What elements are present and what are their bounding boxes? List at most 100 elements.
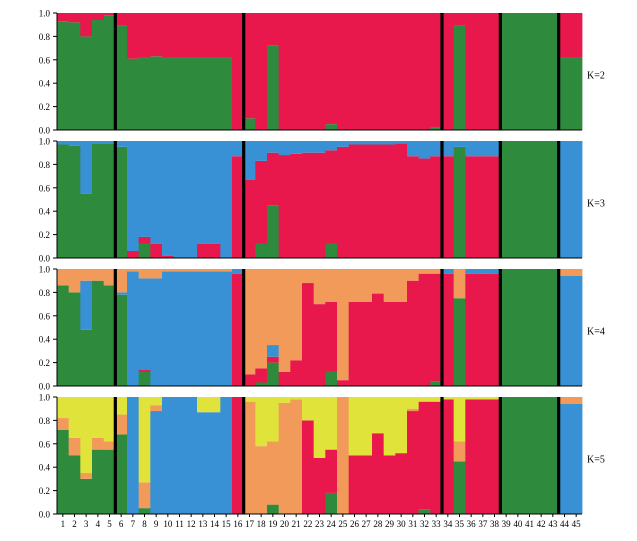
bar-K5-18-yellow — [255, 397, 268, 447]
x-tick-label: 36 — [467, 519, 477, 529]
bar-K3-27-red — [360, 144, 373, 258]
x-tick-label: 34 — [443, 519, 453, 529]
panel-label: K=2 — [587, 71, 605, 82]
bar-K2-8-red — [138, 13, 151, 58]
bar-K3-31-red — [407, 156, 420, 258]
bar-K2-10-green — [162, 57, 175, 130]
y-tick-label: 0.4 — [39, 79, 51, 89]
bar-K5-35-orange — [453, 441, 466, 462]
bar-K3-29-blue — [383, 141, 396, 145]
bar-K4-16-red — [232, 273, 245, 386]
x-tick-label: 37 — [478, 519, 488, 529]
bar-K2-19-red — [267, 13, 280, 46]
bar-K4-19-green — [267, 362, 280, 386]
bar-K2-34-red — [442, 13, 455, 130]
bar-K3-1-green — [57, 144, 70, 258]
bar-K3-35-green — [453, 146, 466, 258]
bar-K4-31-red — [407, 280, 420, 386]
x-tick-label: 4 — [96, 519, 101, 529]
group-separator — [498, 141, 502, 258]
bar-K4-6-green — [115, 294, 128, 386]
bar-K4-24-orange — [325, 269, 338, 302]
group-separator — [242, 397, 246, 514]
y-tick-label: 0.6 — [39, 183, 51, 193]
bar-K4-20-red — [278, 371, 291, 386]
bar-K5-8-orange — [138, 482, 151, 509]
bar-K2-15-red — [220, 13, 233, 58]
bar-K3-2-green — [68, 145, 81, 258]
bar-K4-27-red — [360, 301, 373, 386]
bar-K4-10-blue — [162, 271, 175, 386]
bar-K3-18-green — [255, 243, 268, 258]
bar-K5-42-green — [535, 397, 548, 514]
bar-K4-27-orange — [360, 269, 373, 302]
bar-K3-17-red — [243, 179, 256, 258]
bar-K2-33-red — [430, 13, 443, 128]
bar-K2-8-green — [138, 57, 151, 130]
bar-K4-7-blue — [127, 271, 140, 386]
bar-K2-35-green — [453, 25, 466, 130]
bar-K3-22-blue — [302, 141, 315, 153]
bar-K5-38-yellow — [488, 397, 501, 400]
bar-K3-29-red — [383, 144, 396, 258]
bar-K4-8-orange — [138, 269, 151, 279]
bar-K3-24-red — [325, 150, 338, 244]
bar-K5-27-yellow — [360, 397, 373, 456]
bar-K2-31-red — [407, 13, 420, 130]
group-separator — [557, 141, 561, 258]
bar-K5-36-red — [465, 399, 478, 514]
bar-K4-18-orange — [255, 269, 268, 369]
bar-K4-28-red — [372, 293, 385, 386]
bar-K4-33-red — [430, 273, 443, 382]
bar-K3-23-red — [313, 152, 326, 258]
bar-K5-5-orange — [103, 441, 116, 450]
bar-K2-26-red — [348, 13, 361, 130]
bar-K2-12-green — [185, 57, 198, 130]
bar-K4-17-orange — [243, 269, 256, 375]
bar-K3-3-blue — [80, 141, 93, 194]
bar-K2-3-green — [80, 36, 93, 130]
bar-K4-12-orange — [185, 269, 198, 272]
bar-K2-41-green — [523, 13, 536, 130]
bar-K2-11-red — [173, 13, 186, 58]
bar-K4-32-orange — [418, 269, 431, 274]
bar-K4-15-orange — [220, 269, 233, 272]
x-tick-label: 31 — [408, 519, 417, 529]
bar-K4-1-orange — [57, 269, 70, 286]
y-tick-label: 0.2 — [39, 486, 50, 496]
bar-K3-36-red — [465, 156, 478, 258]
bar-K5-6-orange — [115, 414, 128, 435]
bar-K2-13-green — [197, 57, 210, 130]
bar-K3-34-red — [442, 156, 455, 258]
group-separator — [242, 269, 246, 386]
bar-K3-44-blue — [558, 141, 571, 258]
bar-K3-34-blue — [442, 141, 455, 157]
bar-K2-42-green — [535, 13, 548, 130]
bar-K3-19-red — [267, 152, 280, 206]
bar-K5-18-orange — [255, 446, 268, 514]
bar-K2-14-green — [208, 57, 221, 130]
bar-K3-27-blue — [360, 141, 373, 145]
bar-K5-25-orange — [337, 397, 350, 514]
x-tick-label: 7 — [131, 519, 136, 529]
x-tick-label: 44 — [560, 519, 570, 529]
bar-K4-39-green — [500, 269, 513, 386]
bar-K5-9-yellow — [150, 397, 163, 406]
bar-K3-5-blue — [103, 141, 116, 144]
bar-K5-33-yellow — [430, 397, 443, 402]
group-separator — [113, 13, 117, 130]
bar-K3-37-red — [477, 156, 490, 258]
bar-K4-29-orange — [383, 269, 396, 302]
group-separator — [498, 269, 502, 386]
bar-K4-10-orange — [162, 269, 175, 272]
x-tick-label: 29 — [385, 519, 395, 529]
bar-K3-35-blue — [453, 141, 466, 147]
bar-K4-37-blue — [477, 269, 490, 274]
bar-K3-41-green — [523, 141, 536, 258]
x-tick-label: 19 — [268, 519, 278, 529]
bar-K3-8-green — [138, 243, 151, 258]
bar-K3-24-green — [325, 243, 338, 258]
bar-K2-37-red — [477, 13, 490, 130]
bar-K4-7-orange — [127, 269, 140, 272]
bar-K5-22-yellow — [302, 397, 315, 421]
